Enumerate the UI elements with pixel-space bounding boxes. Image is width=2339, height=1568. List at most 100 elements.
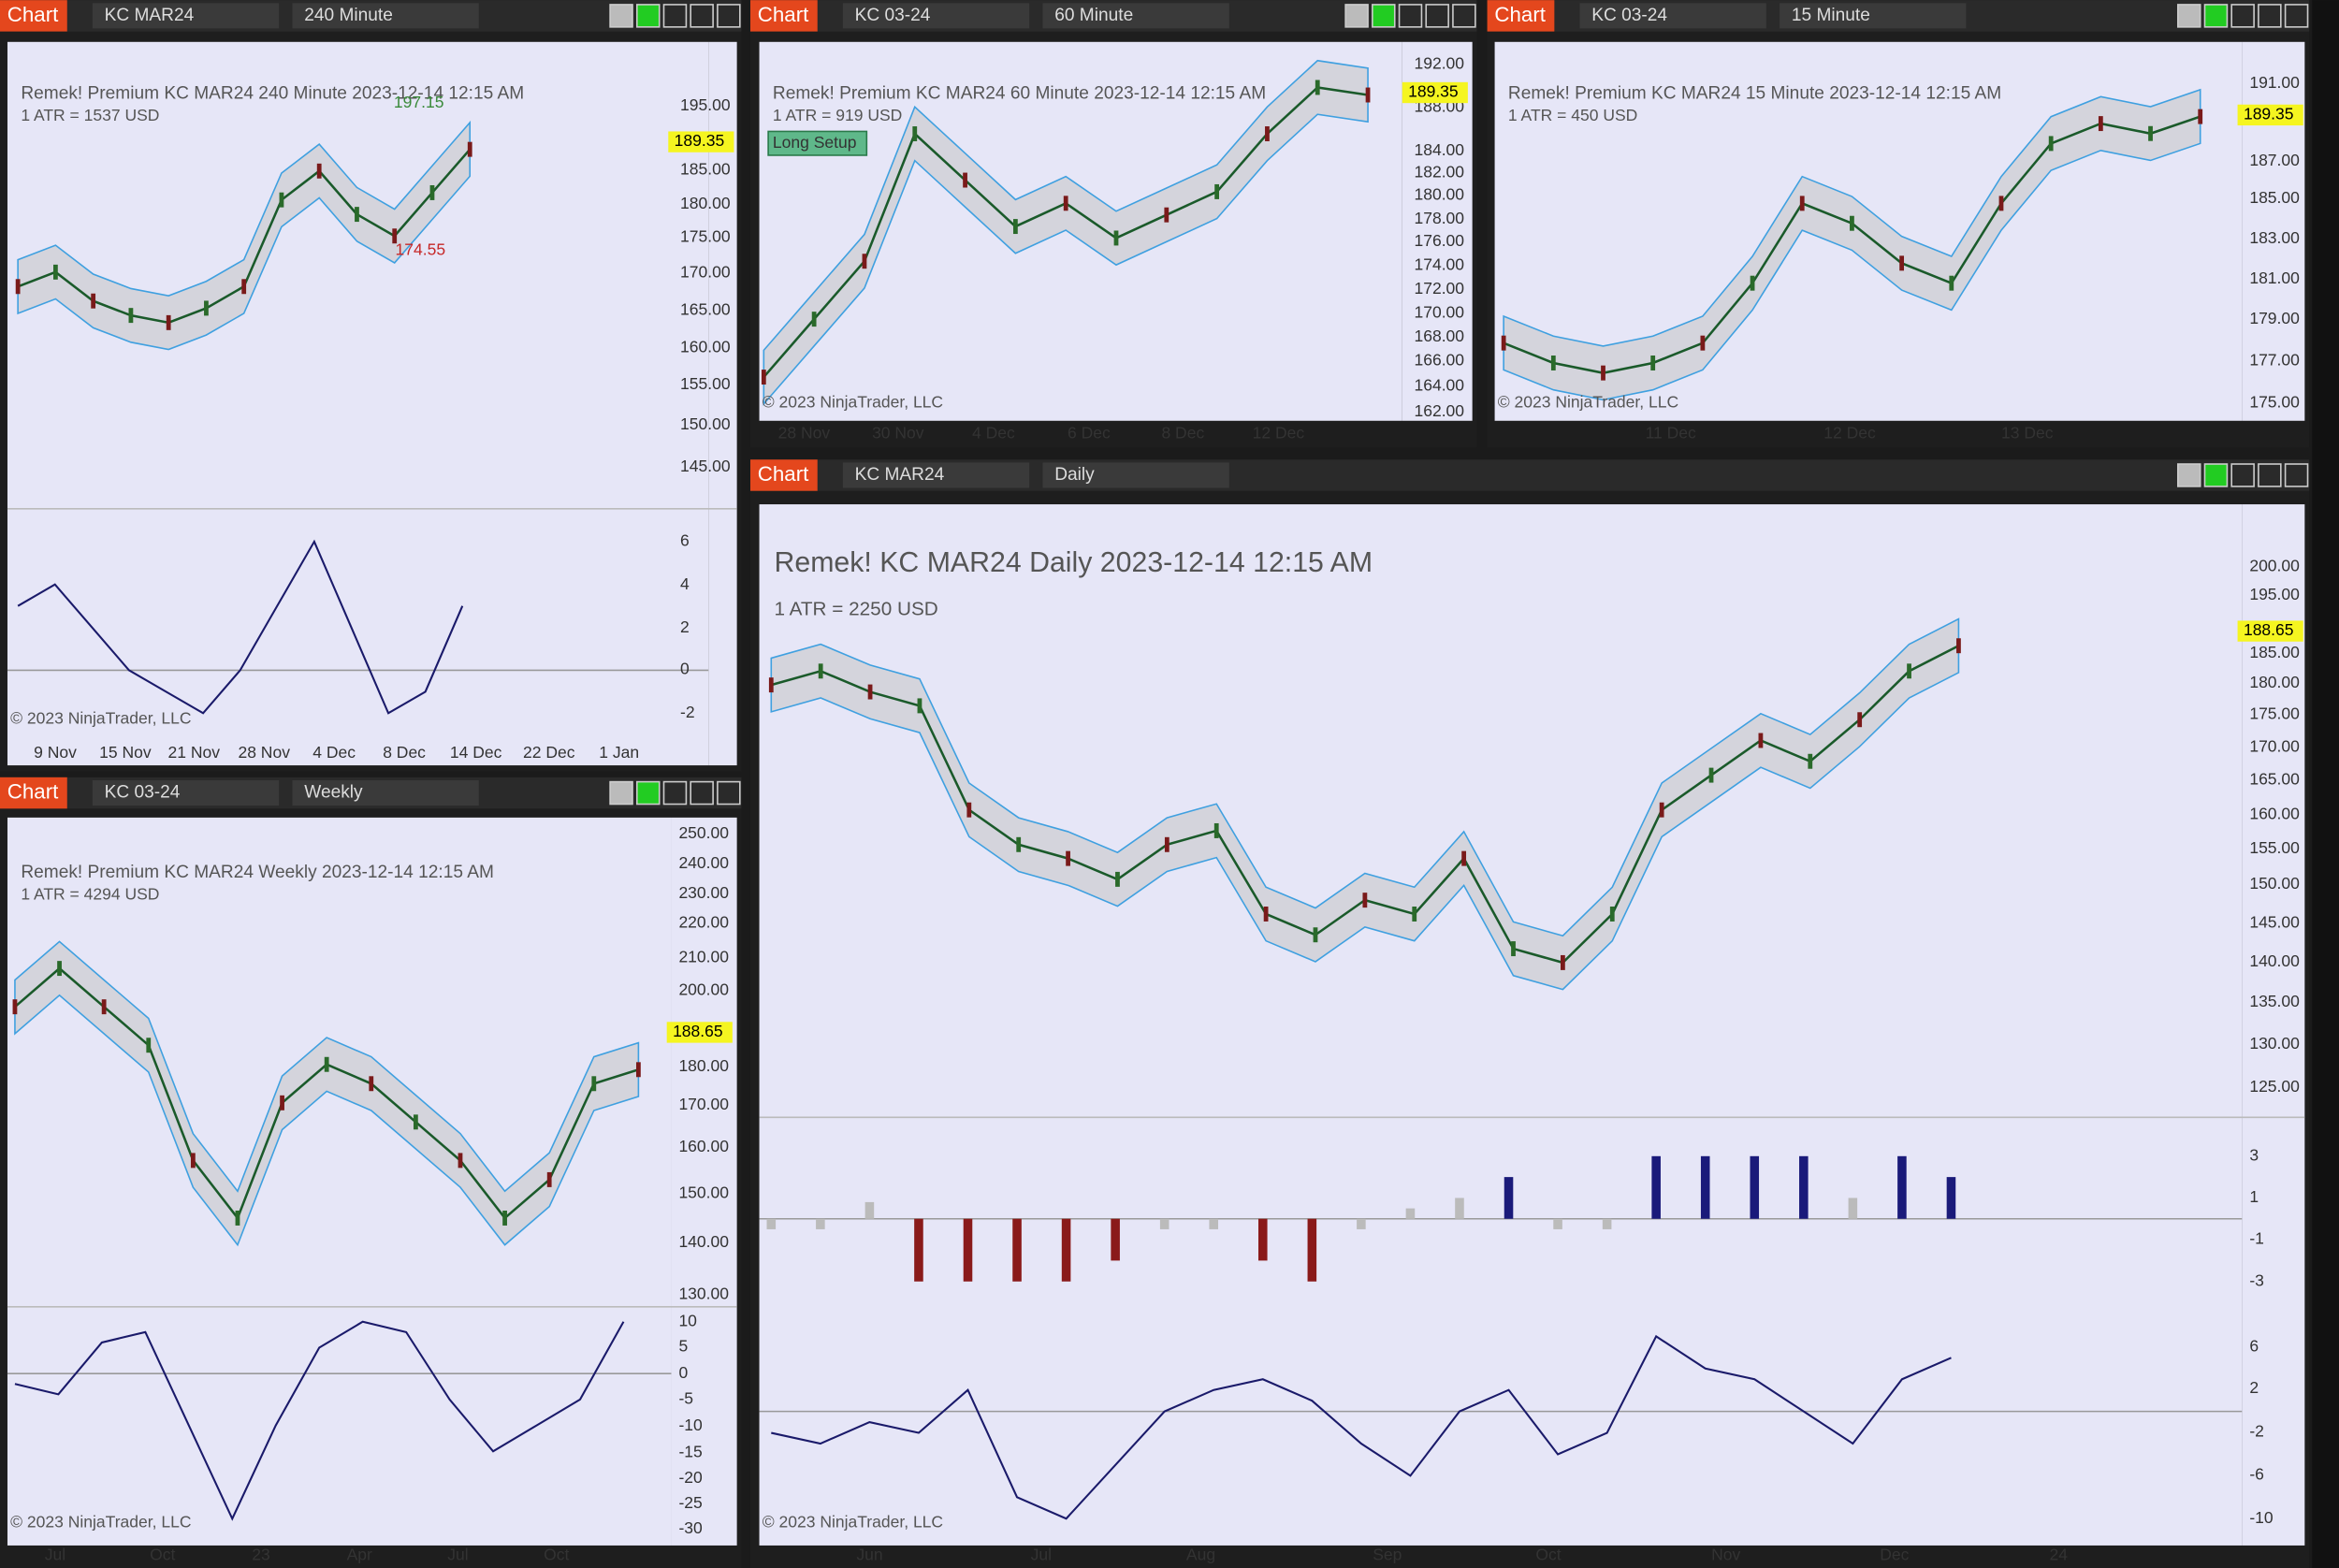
candle xyxy=(52,264,58,280)
instrument[interactable]: KC MAR24 xyxy=(855,465,945,485)
instrument[interactable]: KC 03-24 xyxy=(105,783,181,803)
interval[interactable]: 240 Minute xyxy=(304,6,393,25)
candle xyxy=(1998,196,2004,211)
window-button[interactable] xyxy=(2177,463,2201,487)
candle xyxy=(1850,215,1854,231)
histogram-bar xyxy=(1159,1218,1170,1229)
window-button[interactable] xyxy=(2203,4,2229,28)
candle xyxy=(1461,850,1467,866)
histogram-bar xyxy=(1897,1155,1907,1219)
y-tick-label: 170.00 xyxy=(678,1095,729,1113)
window-button[interactable] xyxy=(690,4,714,28)
window-button[interactable] xyxy=(690,780,714,806)
window-button[interactable] xyxy=(717,4,741,28)
histogram-bar xyxy=(1405,1208,1416,1219)
window-button[interactable] xyxy=(2177,4,2201,28)
candle xyxy=(1857,712,1863,728)
window-button[interactable] xyxy=(2230,463,2255,487)
chart-title: Remek! Premium KC MAR24 240 Minute 2023-… xyxy=(21,84,524,104)
y-tick-label: 170.00 xyxy=(2249,737,2300,756)
instrument[interactable]: KC MAR24 xyxy=(105,6,195,25)
candle xyxy=(1263,907,1269,922)
candle xyxy=(467,141,472,157)
bollinger-band xyxy=(1503,88,2201,401)
window-button[interactable] xyxy=(1372,4,1396,28)
window-button[interactable] xyxy=(636,4,661,28)
window-button[interactable] xyxy=(1425,4,1449,28)
histogram-bar xyxy=(864,1201,875,1219)
instrument-dropdown[interactable] xyxy=(92,780,280,806)
window-button[interactable] xyxy=(2203,463,2229,487)
y-tick-label: 125.00 xyxy=(2249,1077,2300,1096)
osc-tick-label: -15 xyxy=(678,1443,702,1461)
candle xyxy=(190,1153,196,1169)
chart-tab[interactable] xyxy=(0,777,67,809)
instrument-dropdown[interactable] xyxy=(842,3,1030,29)
instrument[interactable]: KC 03-24 xyxy=(855,6,931,25)
y-tick-label: 181.00 xyxy=(2249,269,2300,287)
candle xyxy=(591,1076,597,1092)
interval-dropdown[interactable] xyxy=(1042,462,1229,488)
window-button[interactable] xyxy=(2258,4,2282,28)
interval[interactable]: 15 Minute xyxy=(1792,6,1870,25)
osc-tick-label: 10 xyxy=(678,1311,697,1329)
window-button[interactable] xyxy=(2258,463,2282,487)
interval-dropdown[interactable] xyxy=(1780,3,1967,29)
x-tick-label: 12 Dec xyxy=(1253,424,1305,443)
instrument-dropdown[interactable] xyxy=(1579,3,1766,29)
y-tick-label: 175.00 xyxy=(2249,704,2300,722)
chart-tab[interactable] xyxy=(0,0,67,32)
bollinger-band xyxy=(770,617,1960,991)
osc-tick-label: -20 xyxy=(678,1468,703,1487)
chart-tab[interactable] xyxy=(749,0,818,32)
osc-tick-label: 2 xyxy=(2249,1378,2259,1397)
candle xyxy=(963,172,967,188)
chart-tab-label[interactable]: Chart xyxy=(7,779,59,803)
window-button[interactable] xyxy=(1398,4,1423,28)
window-button[interactable] xyxy=(609,4,633,28)
window-button[interactable] xyxy=(2284,4,2309,28)
interval-dropdown[interactable] xyxy=(292,780,479,806)
chart-tab-label[interactable]: Chart xyxy=(758,462,809,486)
window-button[interactable] xyxy=(717,780,741,806)
window-button[interactable] xyxy=(636,780,661,806)
y-tick-label: 165.00 xyxy=(680,299,731,318)
chart-tab-label[interactable]: Chart xyxy=(7,3,59,26)
hist-tick-label: -3 xyxy=(2249,1270,2264,1289)
chart-tab-label[interactable]: Chart xyxy=(758,3,809,26)
interval[interactable]: Daily xyxy=(1054,465,1095,485)
chart-tab[interactable] xyxy=(749,459,818,491)
window-button[interactable] xyxy=(1452,4,1476,28)
plot-area xyxy=(7,817,672,1546)
osc-tick-label: 0 xyxy=(678,1363,688,1382)
y-tick-label: 176.00 xyxy=(1414,231,1464,250)
instrument-dropdown[interactable] xyxy=(92,3,280,29)
candle xyxy=(966,802,972,818)
window-button[interactable] xyxy=(2230,4,2255,28)
histogram-bar xyxy=(1111,1218,1120,1261)
histogram-bar xyxy=(816,1218,825,1229)
interval[interactable]: Weekly xyxy=(304,783,363,803)
interval-dropdown[interactable] xyxy=(1042,3,1229,29)
window-button[interactable] xyxy=(1344,4,1369,28)
candle xyxy=(1956,638,1961,654)
interval[interactable]: 60 Minute xyxy=(1054,6,1133,25)
x-tick-label: 12 Dec xyxy=(1823,424,1876,443)
window-button[interactable] xyxy=(662,4,688,28)
candle xyxy=(1012,219,1018,235)
histogram-bar xyxy=(1553,1218,1562,1229)
y-tick-label: 150.00 xyxy=(678,1183,729,1201)
window-button[interactable] xyxy=(2284,463,2309,487)
candle xyxy=(369,1076,374,1092)
window-button[interactable] xyxy=(662,780,688,806)
instrument-dropdown[interactable] xyxy=(842,462,1030,488)
chart-tab[interactable] xyxy=(1487,0,1555,32)
chart-tab-label[interactable]: Chart xyxy=(1494,3,1546,26)
interval-dropdown[interactable] xyxy=(292,3,479,29)
candle xyxy=(1560,954,1565,970)
window-button[interactable] xyxy=(609,780,633,806)
instrument[interactable]: KC 03-24 xyxy=(1591,6,1667,25)
price-marker xyxy=(1402,81,1468,104)
